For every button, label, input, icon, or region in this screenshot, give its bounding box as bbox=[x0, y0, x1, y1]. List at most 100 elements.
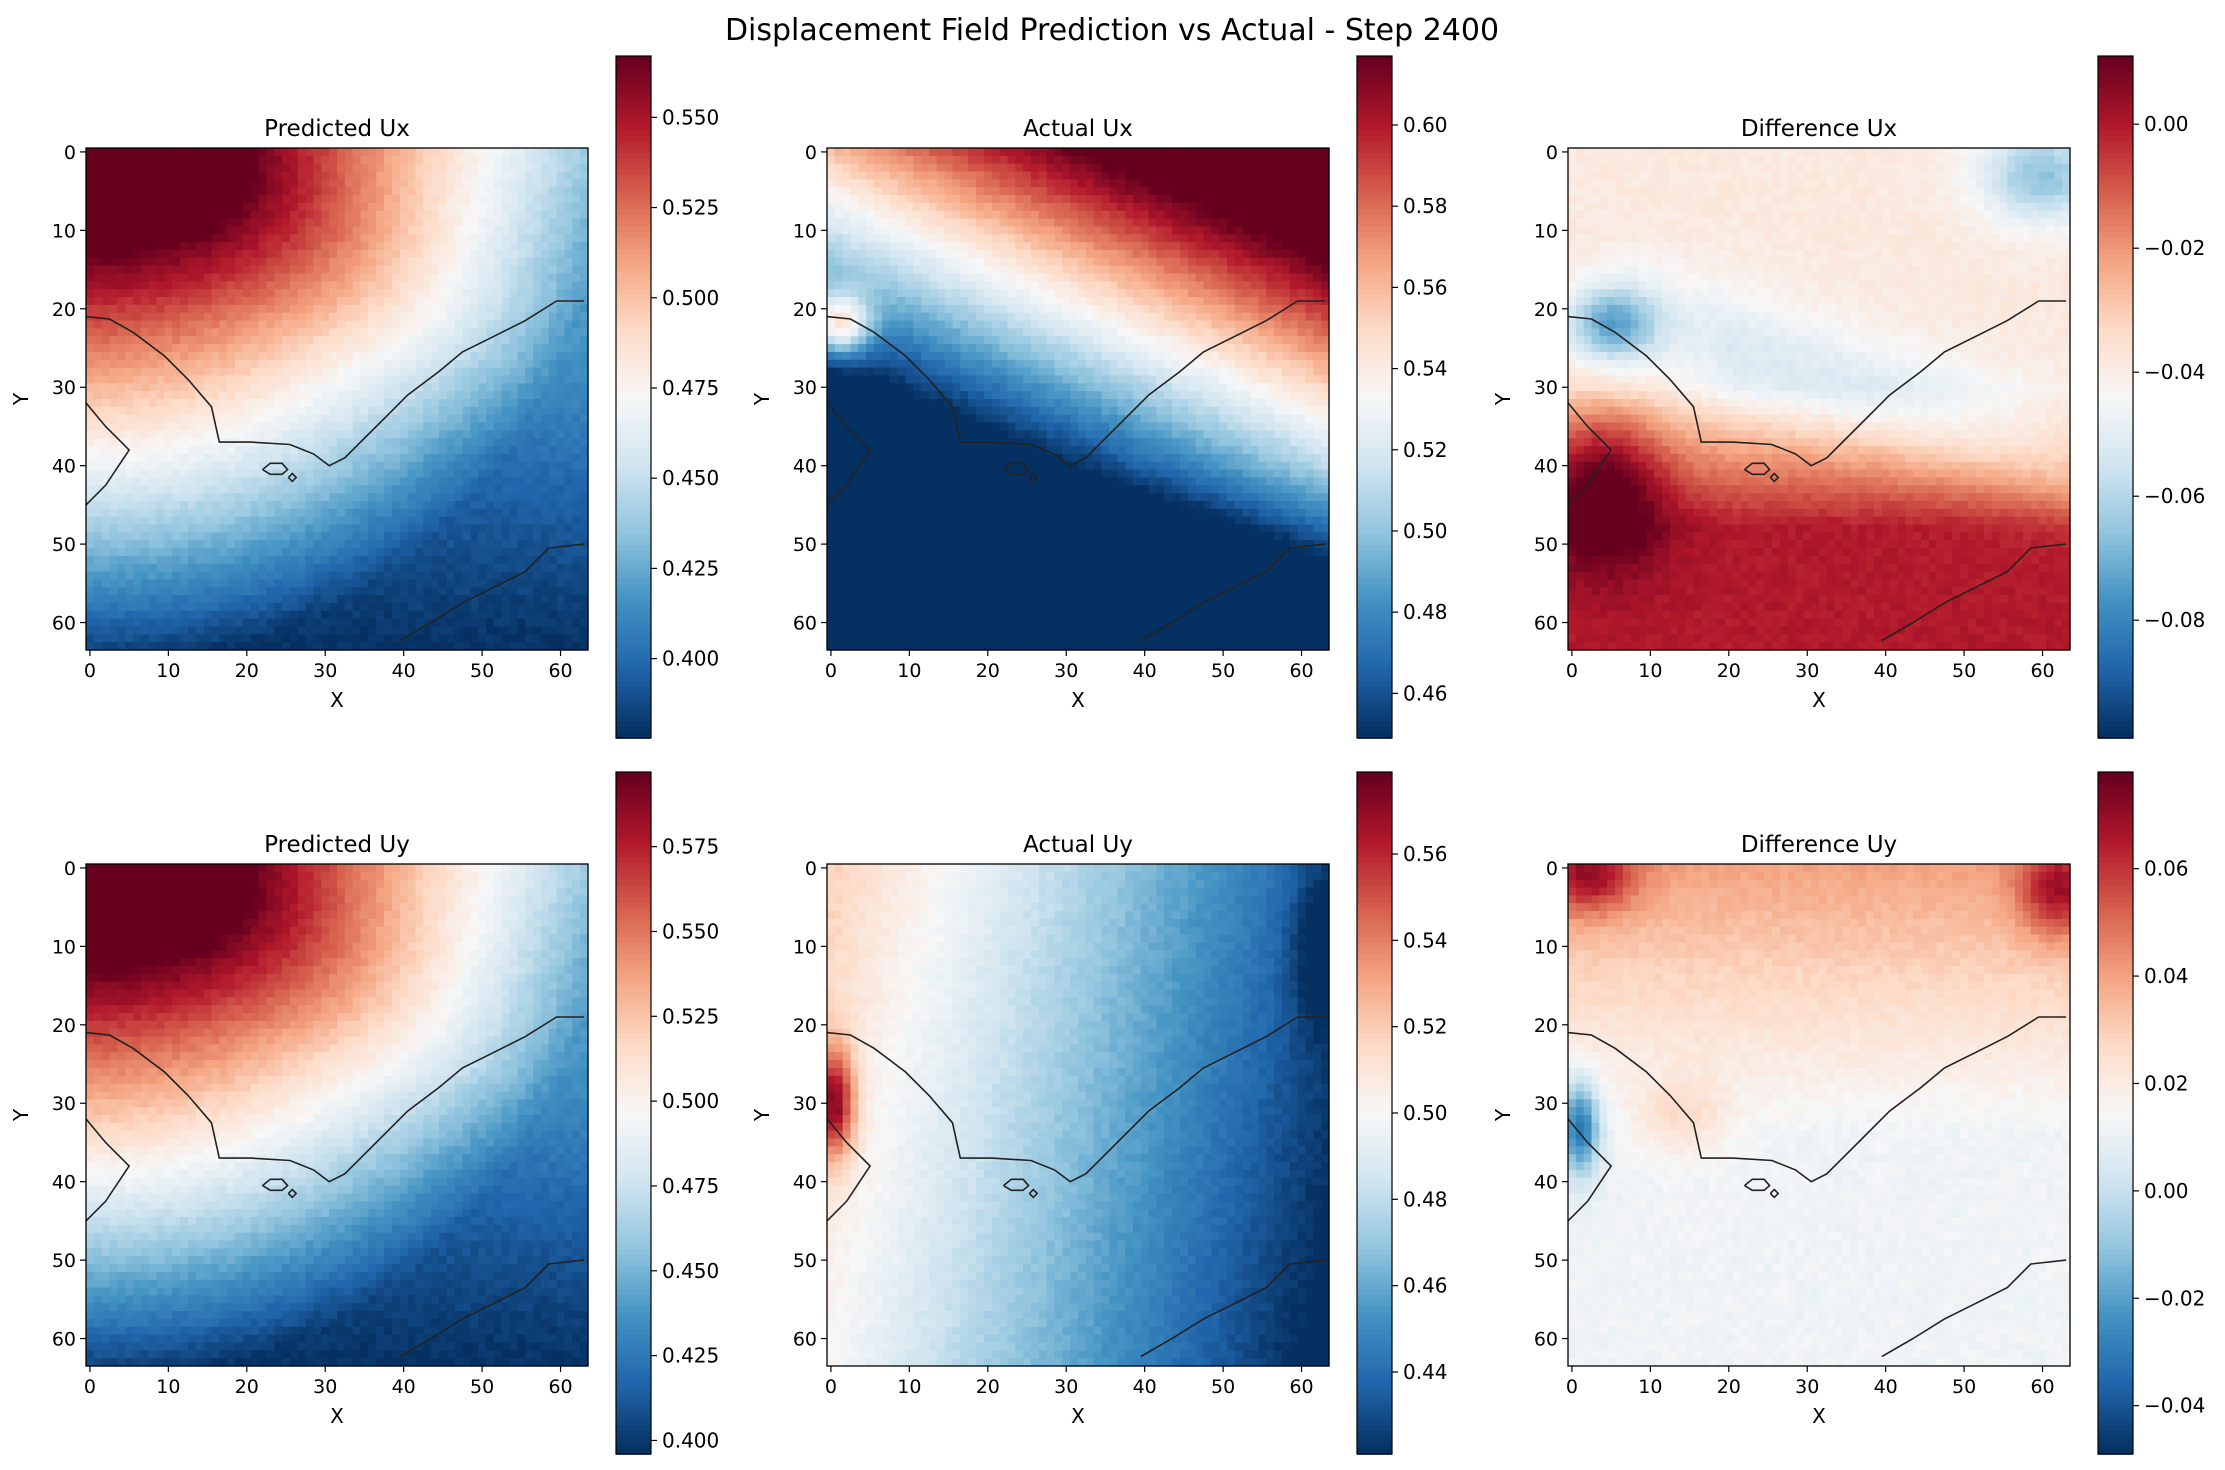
heatmap-cell bbox=[297, 618, 307, 628]
heatmap-cell bbox=[470, 297, 479, 306]
heatmap-cell bbox=[148, 367, 158, 377]
heatmap-cell bbox=[344, 249, 354, 259]
heatmap-cell bbox=[533, 532, 542, 541]
heatmap-cell bbox=[517, 218, 526, 228]
heatmap-cell bbox=[1289, 195, 1299, 204]
heatmap-cell bbox=[227, 179, 236, 188]
heatmap-cell bbox=[921, 155, 930, 165]
heatmap-cell bbox=[533, 163, 542, 173]
heatmap-cell bbox=[921, 202, 930, 212]
heatmap-cell bbox=[540, 155, 550, 165]
mask-contour bbox=[85, 402, 131, 506]
heatmap-cell bbox=[415, 257, 424, 267]
heatmap-cell bbox=[219, 218, 228, 228]
heatmap-cell bbox=[313, 226, 322, 235]
heatmap-cell bbox=[1023, 148, 1032, 157]
heatmap-cell bbox=[274, 406, 283, 416]
heatmap-cell bbox=[101, 336, 111, 345]
heatmap-cell bbox=[219, 618, 228, 628]
heatmap-cell bbox=[1195, 218, 1205, 228]
heatmap-cell bbox=[399, 210, 409, 220]
heatmap-cell bbox=[525, 163, 534, 173]
heatmap-cell bbox=[266, 383, 275, 392]
heatmap-cell bbox=[415, 179, 424, 188]
colorbar-step bbox=[616, 220, 651, 228]
heatmap-cell bbox=[540, 422, 550, 431]
heatmap-cell bbox=[211, 548, 220, 557]
heatmap-cell bbox=[313, 618, 322, 628]
heatmap-cell bbox=[533, 234, 542, 243]
heatmap-cell bbox=[258, 297, 267, 306]
heatmap-cell bbox=[438, 430, 448, 439]
heatmap-cell bbox=[431, 344, 440, 353]
heatmap-cell bbox=[313, 399, 322, 408]
heatmap-cell bbox=[517, 344, 526, 353]
heatmap-cell bbox=[180, 281, 189, 290]
heatmap-cell bbox=[454, 289, 464, 298]
heatmap-cell bbox=[235, 610, 244, 620]
heatmap-cell bbox=[344, 406, 354, 416]
heatmap-cell bbox=[250, 602, 260, 612]
heatmap-cell bbox=[86, 446, 95, 455]
heatmap-cell bbox=[313, 406, 322, 416]
heatmap-cell bbox=[344, 555, 354, 565]
heatmap-cell bbox=[517, 406, 526, 416]
heatmap-cell bbox=[944, 171, 954, 180]
heatmap-cell bbox=[462, 493, 471, 502]
heatmap-cell bbox=[235, 406, 244, 416]
heatmap-cell bbox=[93, 461, 103, 471]
heatmap-cell bbox=[1321, 171, 1330, 180]
heatmap-cell bbox=[1281, 187, 1291, 196]
heatmap-cell bbox=[407, 618, 417, 628]
heatmap-cell bbox=[454, 642, 464, 651]
heatmap-cell bbox=[1015, 226, 1024, 235]
heatmap-cell bbox=[423, 477, 432, 486]
heatmap-cell bbox=[101, 367, 111, 377]
heatmap-cell bbox=[564, 540, 573, 549]
heatmap-cell bbox=[164, 202, 173, 212]
heatmap-cell bbox=[313, 336, 322, 345]
heatmap-cell bbox=[289, 375, 299, 384]
heatmap-cell bbox=[289, 218, 299, 228]
heatmap-cell bbox=[423, 555, 432, 565]
heatmap-cell bbox=[250, 187, 260, 196]
heatmap-cell bbox=[133, 634, 142, 643]
heatmap-cell bbox=[266, 532, 275, 541]
heatmap-cell bbox=[470, 563, 479, 573]
heatmap-cell bbox=[572, 626, 581, 635]
heatmap-cell bbox=[211, 461, 220, 471]
heatmap-cell bbox=[219, 469, 228, 479]
heatmap-cell bbox=[486, 532, 495, 541]
heatmap-cell bbox=[1132, 210, 1142, 220]
heatmap-cell bbox=[117, 485, 126, 494]
heatmap-cell bbox=[486, 610, 495, 620]
heatmap-cell bbox=[407, 477, 417, 486]
heatmap-cell bbox=[1093, 155, 1103, 165]
heatmap-cell bbox=[148, 226, 158, 235]
heatmap-cell bbox=[517, 328, 526, 337]
heatmap-cell bbox=[470, 595, 479, 604]
heatmap-cell bbox=[297, 446, 307, 455]
colorbar-step bbox=[616, 254, 651, 262]
heatmap-cell bbox=[462, 595, 471, 604]
heatmap-cell bbox=[478, 548, 487, 557]
heatmap-cell bbox=[525, 524, 534, 533]
heatmap-cell bbox=[517, 281, 526, 290]
heatmap-cell bbox=[289, 587, 299, 596]
heatmap-cell bbox=[282, 257, 291, 267]
heatmap-cell bbox=[1195, 187, 1205, 196]
heatmap-cell bbox=[172, 367, 181, 377]
heatmap-cell bbox=[548, 218, 558, 228]
heatmap-cell bbox=[1078, 226, 1087, 235]
heatmap-cell bbox=[337, 344, 346, 353]
heatmap-cell bbox=[517, 508, 526, 518]
heatmap-cell bbox=[101, 610, 111, 620]
heatmap-cell bbox=[874, 218, 883, 228]
heatmap-cell bbox=[438, 234, 448, 243]
heatmap-cell bbox=[344, 571, 354, 580]
heatmap-cell bbox=[399, 524, 409, 533]
heatmap-cell bbox=[289, 524, 299, 533]
heatmap-cell bbox=[1234, 163, 1244, 173]
heatmap-cell bbox=[478, 532, 487, 541]
heatmap-cell bbox=[211, 485, 220, 494]
